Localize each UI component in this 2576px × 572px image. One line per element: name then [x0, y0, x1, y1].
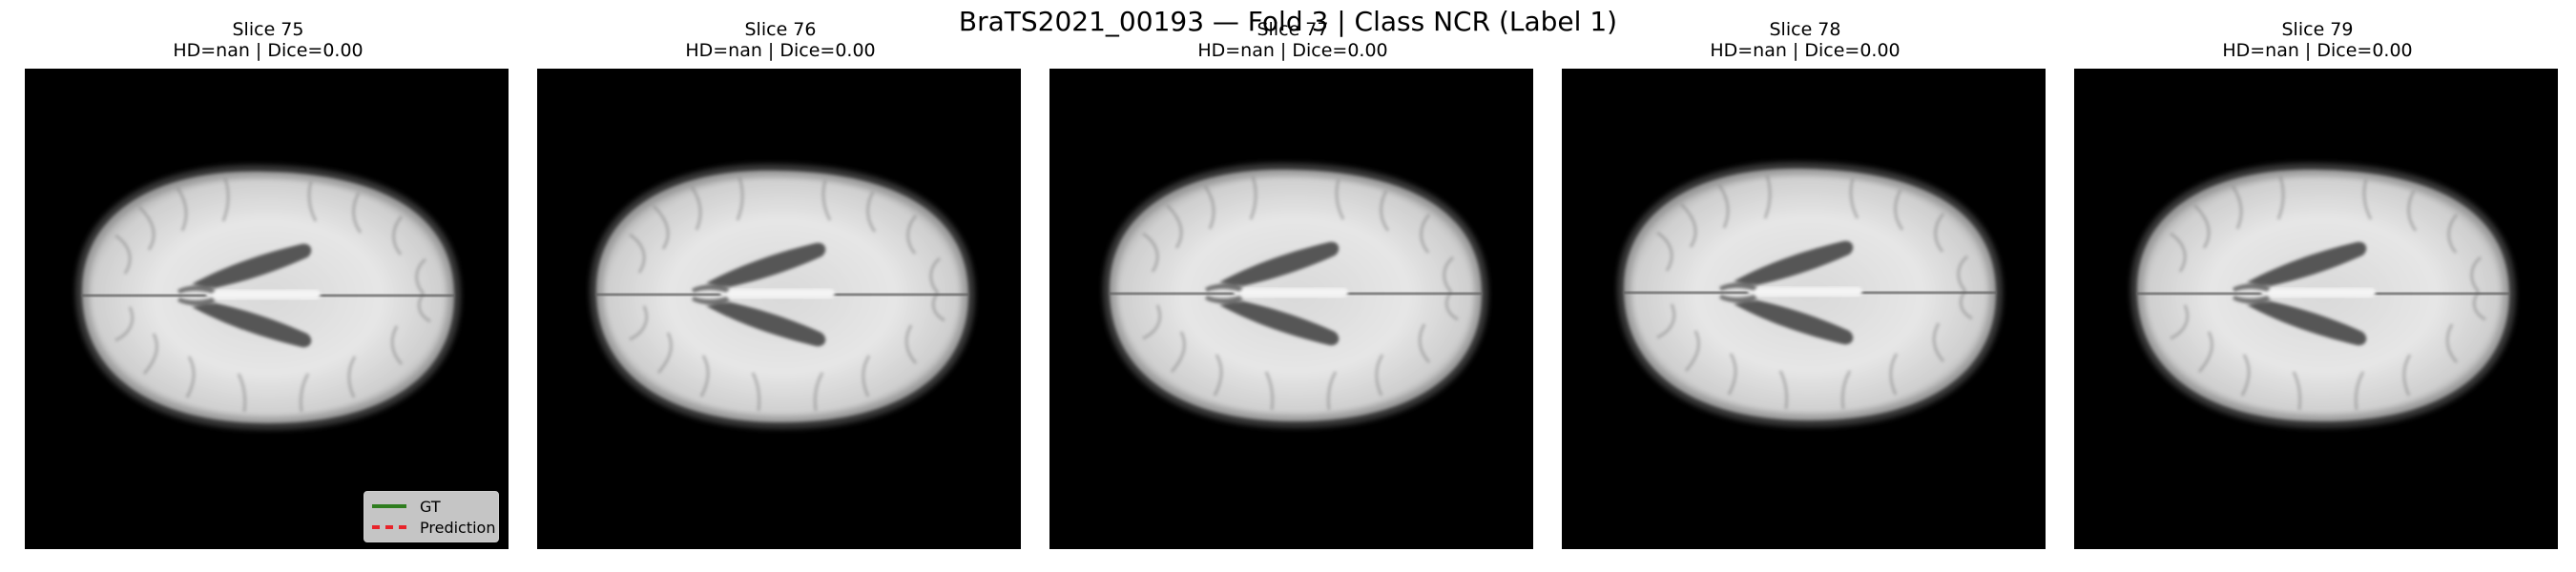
legend-prediction-label: Prediction	[420, 518, 496, 537]
slice-label: Slice 76	[744, 19, 817, 40]
panel-title-1: Slice 75 HD=nan | Dice=0.00	[25, 19, 511, 61]
slice-label: Slice 77	[1257, 19, 1329, 40]
legend-gt-label: GT	[420, 497, 441, 516]
metrics-label: HD=nan | Dice=0.00	[685, 40, 876, 61]
prediction-dashed-line-icon	[372, 525, 406, 529]
panel-title-3: Slice 77 HD=nan | Dice=0.00	[1049, 19, 1536, 61]
mri-slice-78	[1562, 69, 2046, 549]
legend: GT Prediction	[364, 491, 499, 542]
mri-slice-75: GT Prediction	[25, 69, 509, 549]
metrics-label: HD=nan | Dice=0.00	[2222, 40, 2413, 61]
figure-title: BraTS2021_00193 — Fold 3 | Class NCR (La…	[958, 6, 1618, 37]
panel-title-2: Slice 76 HD=nan | Dice=0.00	[537, 19, 1024, 61]
slice-label: Slice 79	[2281, 19, 2354, 40]
mri-slice-76	[537, 69, 1021, 549]
panel-title-4: Slice 78 HD=nan | Dice=0.00	[1562, 19, 2048, 61]
slice-label: Slice 78	[1769, 19, 1841, 40]
gt-line-icon	[372, 504, 406, 508]
slice-label: Slice 75	[232, 19, 304, 40]
metrics-label: HD=nan | Dice=0.00	[1710, 40, 1901, 61]
metrics-label: HD=nan | Dice=0.00	[173, 40, 364, 61]
mri-slice-77	[1049, 69, 1533, 549]
panel-title-5: Slice 79 HD=nan | Dice=0.00	[2074, 19, 2561, 61]
metrics-label: HD=nan | Dice=0.00	[1197, 40, 1388, 61]
mri-slice-79	[2074, 69, 2558, 549]
